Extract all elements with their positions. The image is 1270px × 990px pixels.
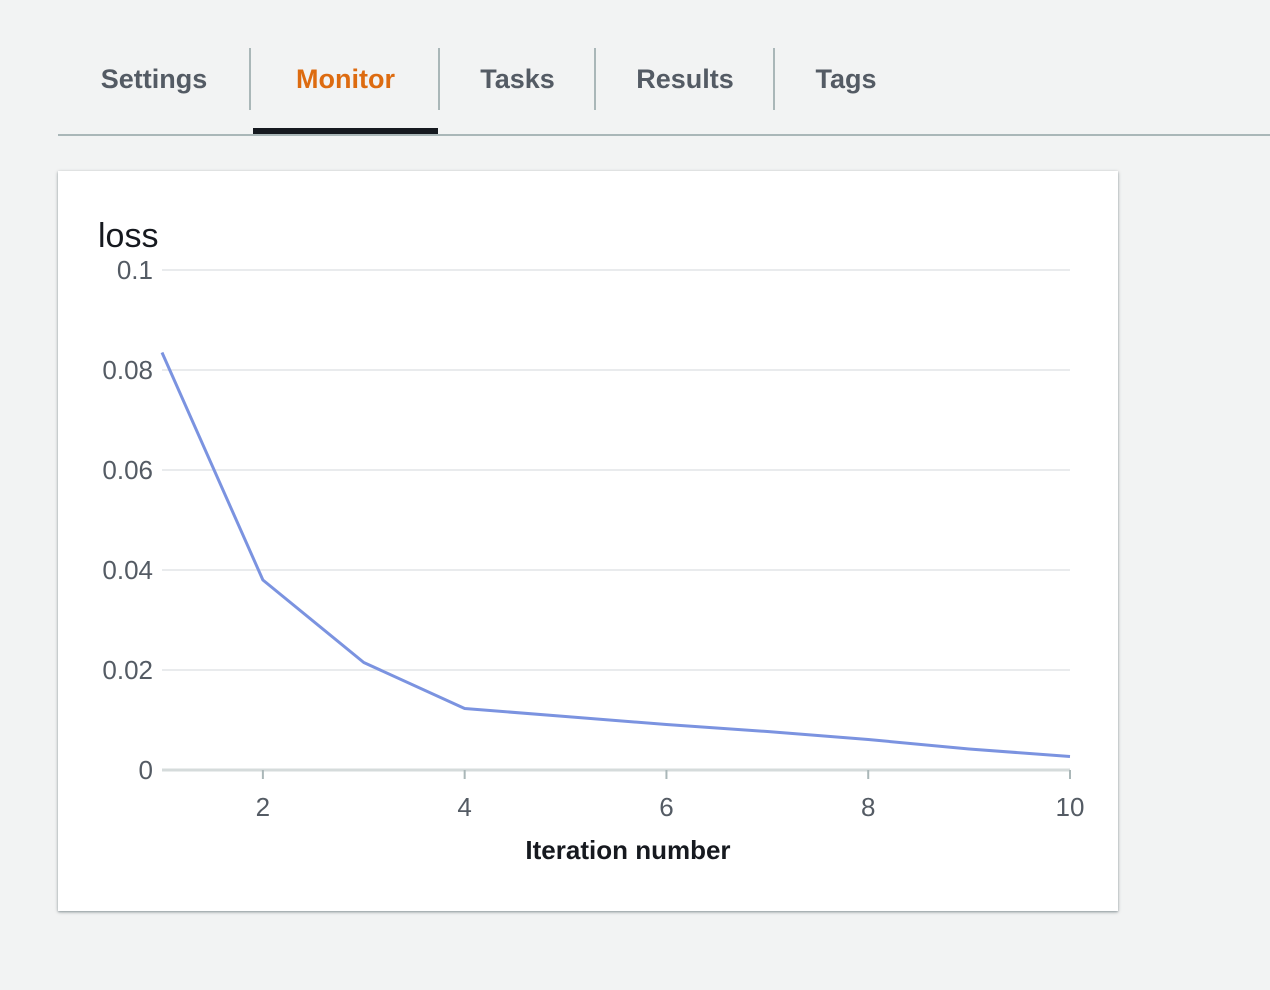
y-axis-title: loss [98,217,158,255]
active-tab-indicator [253,128,438,134]
tab-monitor[interactable]: Monitor [253,48,438,110]
y-axis-ticks: 0 0.02 0.04 0.06 0.08 0.1 [102,255,153,785]
y-tick-label: 0.08 [102,355,153,385]
tab-bar: Settings Monitor Tasks Results Tags [58,0,1270,136]
chart-card: loss 0 0.02 0.04 0.06 0.08 0.1 2 4 6 8 10 Iterati… [58,171,1118,911]
tab-tags[interactable]: Tags [775,48,917,110]
x-tick-label: 4 [457,792,471,822]
chart-grid [162,270,1070,770]
chart-series [162,353,1070,757]
y-tick-label: 0.04 [102,555,153,585]
x-tick-label: 10 [1056,792,1085,822]
loss-series-line [162,353,1070,757]
tab-tasks[interactable]: Tasks [440,48,595,110]
x-tick-label: 8 [861,792,875,822]
x-axis-title: Iteration number [525,835,730,865]
y-tick-label: 0 [139,755,153,785]
tab-divider [249,48,251,110]
loss-chart: loss 0 0.02 0.04 0.06 0.08 0.1 2 4 6 8 10 Iterati… [58,171,1118,911]
y-tick-label: 0.1 [117,255,153,285]
x-tick-label: 2 [256,792,270,822]
y-tick-label: 0.02 [102,655,153,685]
tab-results[interactable]: Results [596,48,774,110]
tab-settings[interactable]: Settings [58,48,250,110]
x-axis: 2 4 6 8 10 [256,770,1085,822]
x-tick-label: 6 [659,792,673,822]
y-tick-label: 0.06 [102,455,153,485]
